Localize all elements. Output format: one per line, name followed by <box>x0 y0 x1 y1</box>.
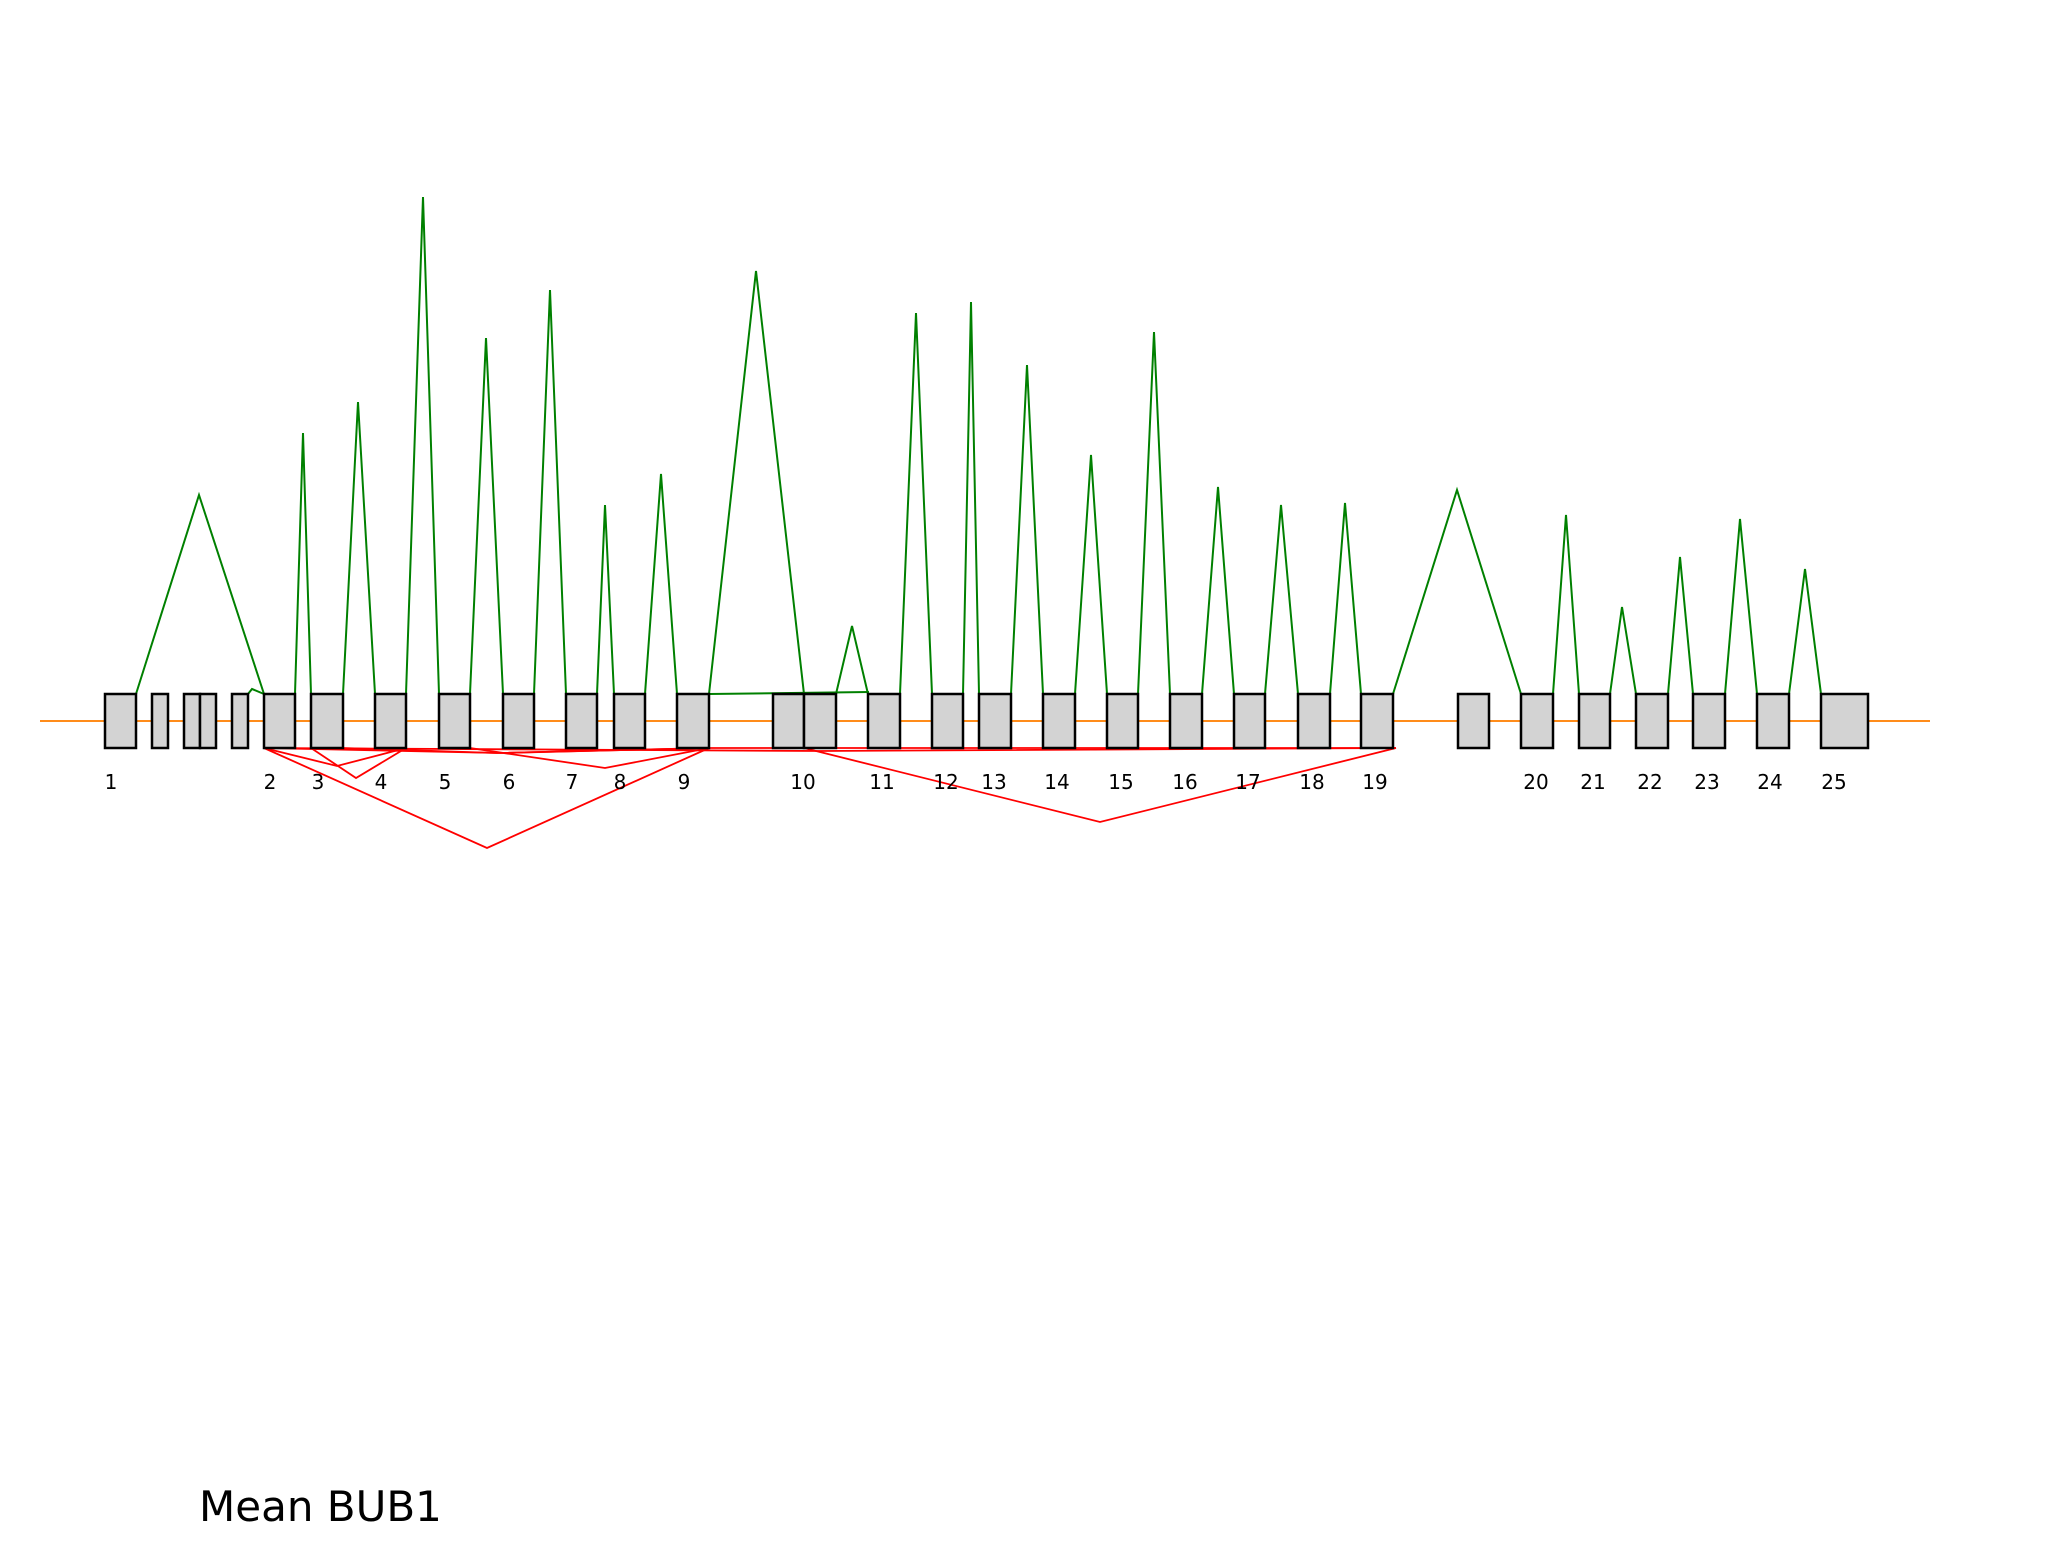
inclusion-junction-arc <box>1552 514 1580 695</box>
inclusion-junction-arc <box>962 301 980 695</box>
exon-block <box>262 692 297 750</box>
inclusion-junction-arc <box>899 312 933 695</box>
exon-block <box>182 692 202 750</box>
exon-label-23: 23 <box>1694 770 1719 794</box>
exon-block <box>1168 692 1204 750</box>
exon-label-2: 2 <box>264 770 277 794</box>
exon-block <box>437 692 472 750</box>
exclusion-junction-arc <box>310 747 407 780</box>
exon-label-18: 18 <box>1299 770 1324 794</box>
exon-label-24: 24 <box>1757 770 1782 794</box>
exon-label-3: 3 <box>312 770 325 794</box>
inclusion-junction-arc <box>533 289 567 695</box>
exon-label-6: 6 <box>503 770 516 794</box>
inclusion-junction-arc <box>596 504 615 695</box>
inclusion-junction-arc <box>294 432 312 695</box>
inclusion-junction-arc <box>1724 518 1758 695</box>
exon-block <box>1819 692 1870 750</box>
inclusion-junction-arc <box>835 625 869 695</box>
exclusion-junction-arc <box>342 747 710 754</box>
exon-block <box>1577 692 1612 750</box>
exon-label-20: 20 <box>1523 770 1548 794</box>
exon-block <box>802 692 838 750</box>
exon-block <box>373 692 408 750</box>
exclusion-junction-arc <box>263 747 710 849</box>
inclusion-junction-arc <box>1667 556 1694 695</box>
exon-label-25: 25 <box>1821 770 1846 794</box>
exon-label-22: 22 <box>1637 770 1662 794</box>
exon-label-5: 5 <box>439 770 452 794</box>
exclusion-junction-arc <box>469 747 710 769</box>
exon-block <box>230 692 250 750</box>
inclusion-junctions <box>135 196 1822 695</box>
inclusion-junction-arc <box>135 491 265 695</box>
exon-label-16: 16 <box>1172 770 1197 794</box>
inclusion-junction-arc <box>469 337 504 695</box>
exon-block <box>1634 692 1670 750</box>
exon-block <box>1519 692 1555 750</box>
inclusion-junction-arc <box>644 473 678 695</box>
exon-label-7: 7 <box>566 770 579 794</box>
exon-block <box>771 692 806 750</box>
exon-block <box>1296 692 1332 750</box>
exon-block <box>150 692 170 750</box>
inclusion-junction-arc <box>247 687 265 695</box>
inclusion-junction-arc <box>405 196 440 695</box>
exon-block <box>1359 692 1395 750</box>
exon-block <box>1232 692 1267 750</box>
exon-label-15: 15 <box>1108 770 1133 794</box>
exon-block <box>309 692 345 750</box>
exon-block <box>977 692 1013 750</box>
exon-block <box>564 692 599 750</box>
inclusion-junction-arc <box>1010 364 1044 695</box>
exon-block <box>930 692 965 750</box>
exon-label-12: 12 <box>933 770 958 794</box>
plot-title: Mean BUB1 <box>199 1482 442 1531</box>
exon-label-10: 10 <box>790 770 815 794</box>
exon-block <box>675 692 711 750</box>
exon-label-9: 9 <box>678 770 691 794</box>
exon-blocks <box>103 692 1870 750</box>
inclusion-junction-arc <box>1609 606 1637 695</box>
exclusion-junctions <box>263 747 1397 849</box>
exon-label-8: 8 <box>614 770 627 794</box>
exon-label-19: 19 <box>1362 770 1387 794</box>
inclusion-junction-arc <box>1329 502 1362 695</box>
exon-block <box>103 692 138 750</box>
exon-block <box>1456 692 1491 750</box>
exon-label-4: 4 <box>375 770 388 794</box>
exon-block <box>1041 692 1077 750</box>
exon-label-21: 21 <box>1580 770 1605 794</box>
exon-label-17: 17 <box>1235 770 1260 794</box>
inclusion-junction-arc <box>1201 486 1235 695</box>
inclusion-junction-arc <box>708 270 805 695</box>
exon-label-1: 1 <box>105 770 118 794</box>
inclusion-junction-arc <box>342 401 376 695</box>
exon-block <box>1105 692 1140 750</box>
inclusion-junction-arc <box>1788 568 1822 695</box>
inclusion-junction-arc <box>1074 454 1108 695</box>
exon-label-14: 14 <box>1044 770 1069 794</box>
exon-block <box>1691 692 1727 750</box>
exclusion-junction-arc <box>803 747 1397 823</box>
exon-block <box>866 692 902 750</box>
exon-labels: 1 2 3 4 5 6 7 8 9 10 11 12 13 14 15 16 17 18 19 20 21 22 23 24 2… <box>105 770 1847 794</box>
exon-label-11: 11 <box>869 770 894 794</box>
exon-block <box>1755 692 1791 750</box>
inclusion-junction-arc <box>1392 486 1522 695</box>
exon-block <box>612 692 647 750</box>
exon-block <box>198 692 218 750</box>
inclusion-junction-arc <box>1264 504 1299 695</box>
exon-label-13: 13 <box>981 770 1006 794</box>
exon-block <box>501 692 536 750</box>
inclusion-junction-arc <box>1137 331 1171 695</box>
